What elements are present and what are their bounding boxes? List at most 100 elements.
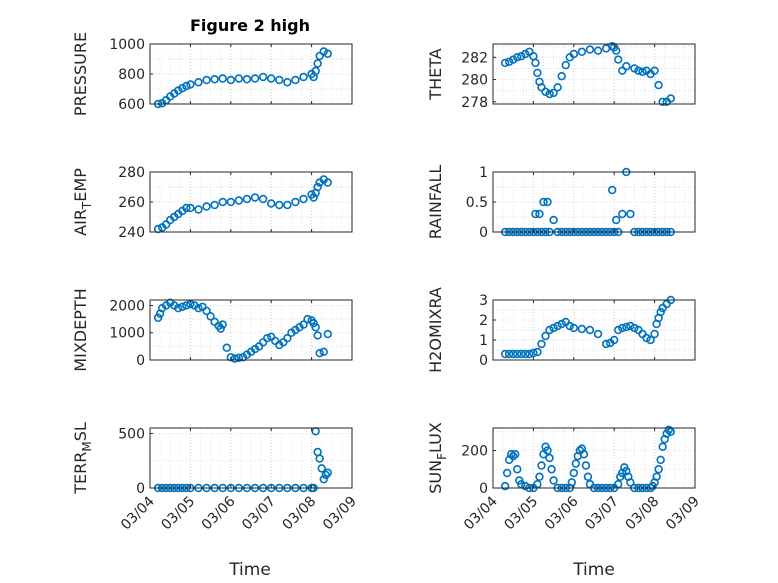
data-point xyxy=(313,182,322,192)
x-tick-label: 03/09 xyxy=(320,494,360,534)
subplot-h2omixra: 0 1 2 3 H2OMIXRA xyxy=(426,287,696,373)
data-point xyxy=(541,331,550,341)
data-point xyxy=(561,60,570,70)
data-point xyxy=(626,209,635,219)
data-point xyxy=(545,453,554,463)
data-point xyxy=(258,194,268,204)
data-point xyxy=(178,84,187,93)
data-point xyxy=(311,66,320,76)
x-tick-label: 03/05 xyxy=(158,494,198,534)
data-point xyxy=(531,58,540,68)
data-point xyxy=(216,324,225,333)
data-point xyxy=(553,321,562,331)
y-axis-label: THETA xyxy=(426,48,445,100)
y-tick-label: 280 xyxy=(461,73,488,89)
data-point xyxy=(262,333,272,343)
data-point xyxy=(323,329,332,339)
data-point xyxy=(283,78,292,87)
data-point xyxy=(234,196,244,205)
data-point xyxy=(652,472,661,481)
data-point xyxy=(626,321,635,331)
data-point xyxy=(202,202,211,211)
data-point xyxy=(513,465,522,474)
x-tick-label: 03/09 xyxy=(663,494,703,534)
data-point xyxy=(517,52,526,61)
y-axis-label: SUNFLUX xyxy=(426,422,449,494)
x-tick-label: 03/08 xyxy=(280,494,320,534)
data-point xyxy=(666,94,675,103)
y-axis-label: PRESSURE xyxy=(71,32,90,116)
y-tick-label: 3 xyxy=(479,293,488,309)
data-point xyxy=(182,301,191,310)
data-point xyxy=(186,203,195,213)
data-point xyxy=(618,323,627,333)
data-point xyxy=(543,446,552,455)
x-tick-label: 03/07 xyxy=(239,494,279,534)
y-tick-label: 2 xyxy=(479,313,488,329)
data-point xyxy=(549,215,558,225)
data-point xyxy=(218,320,227,329)
data-point xyxy=(513,53,522,62)
data-point xyxy=(182,81,191,91)
data-point xyxy=(509,349,518,359)
y-tick-label: 240 xyxy=(118,225,145,241)
data-point xyxy=(533,68,542,78)
data-point xyxy=(581,461,591,470)
data-point xyxy=(500,58,510,68)
data-point xyxy=(585,325,595,335)
data-point xyxy=(509,55,518,64)
data-point xyxy=(664,425,673,435)
data-point xyxy=(250,74,260,83)
data-point xyxy=(267,74,276,83)
data-point xyxy=(174,86,183,95)
data-point xyxy=(283,200,292,210)
data-point xyxy=(571,459,581,468)
x-tick-label: 03/04 xyxy=(118,493,158,533)
data-point xyxy=(614,325,623,335)
data-point xyxy=(531,209,540,219)
data-point xyxy=(607,185,617,195)
data-point xyxy=(609,335,619,345)
data-point xyxy=(545,325,554,335)
x-tick-label: 03/06 xyxy=(199,493,239,533)
data-point xyxy=(194,78,203,87)
data-point xyxy=(630,323,639,333)
data-point xyxy=(206,312,215,321)
data-point xyxy=(506,450,516,459)
data-point xyxy=(525,349,534,359)
data-point xyxy=(299,320,308,329)
data-point xyxy=(202,75,211,85)
data-point xyxy=(309,318,318,328)
data-point xyxy=(226,353,236,362)
data-point xyxy=(622,322,631,332)
data-point xyxy=(569,323,578,333)
data-point xyxy=(315,348,324,358)
data-point xyxy=(593,46,603,55)
data-point xyxy=(521,349,530,359)
data-point xyxy=(153,313,163,322)
data-point xyxy=(319,347,328,357)
data-point xyxy=(267,199,276,208)
data-point xyxy=(646,335,655,345)
data-point xyxy=(535,209,544,219)
data-point xyxy=(315,454,324,463)
y-axis-label: H2OMIXRA xyxy=(426,287,445,373)
data-point xyxy=(539,197,548,207)
subplot-rainfall: 0 0.5 1 RAINFALL xyxy=(426,165,696,241)
data-point xyxy=(250,193,260,202)
x-tick-label: 03/04 xyxy=(461,493,501,533)
x-axis-label-left: Time xyxy=(228,560,271,580)
data-point xyxy=(614,55,623,64)
data-point xyxy=(258,72,268,82)
y-tick-label: 800 xyxy=(118,67,145,83)
y-axis-label: MIXDEPTH xyxy=(71,288,90,371)
figure-title: Figure 2 high xyxy=(190,16,310,35)
data-point xyxy=(500,481,510,491)
data-point xyxy=(500,349,510,359)
subplot-sun-flux: 0 200 SUNFLUX 03/04 03/05 03/06 03/07 03/08 03/0… xyxy=(426,422,703,533)
data-point xyxy=(210,75,219,84)
data-point xyxy=(565,321,574,331)
data-point xyxy=(234,74,244,83)
data-point xyxy=(309,193,318,202)
